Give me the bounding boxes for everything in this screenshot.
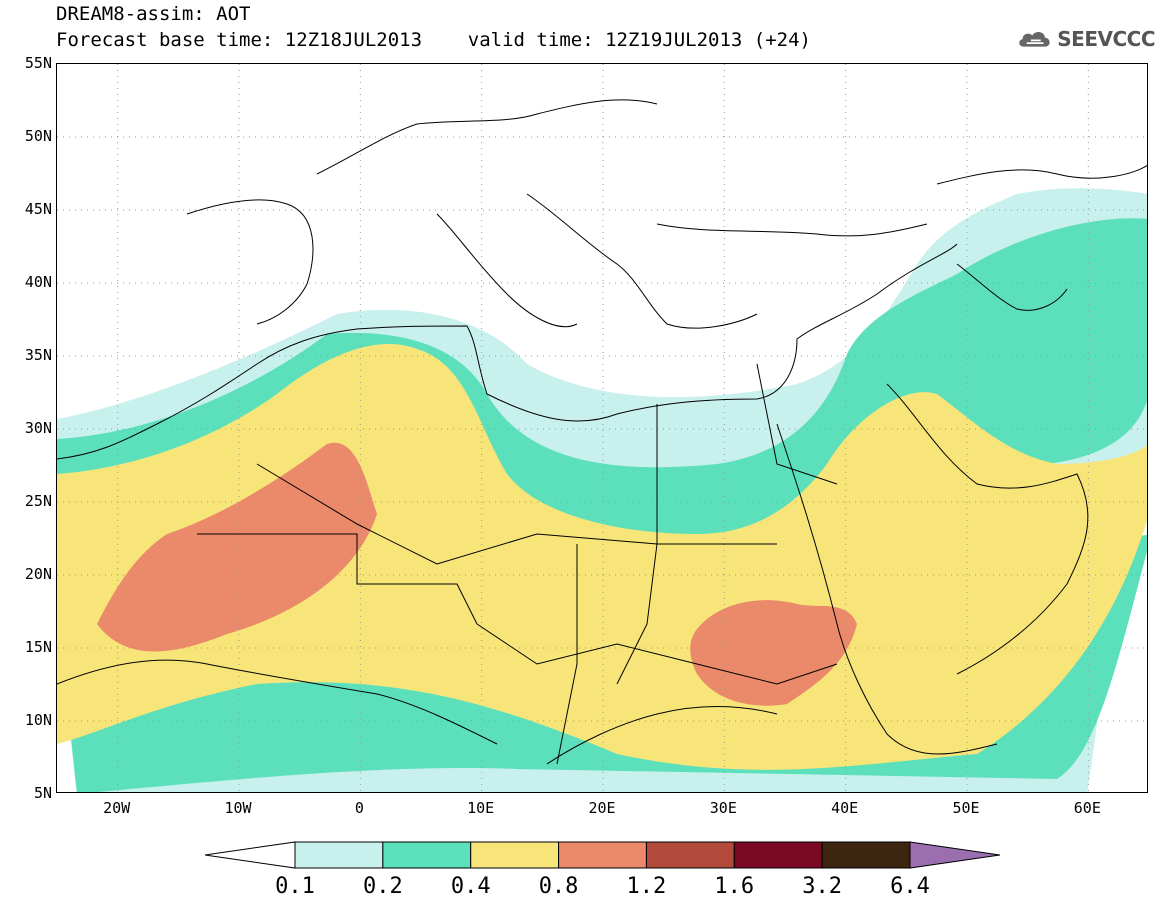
- lat-tick-label: 30N: [24, 419, 52, 437]
- map-panel: [56, 63, 1148, 793]
- legend-level-label: 1.6: [714, 874, 755, 899]
- lat-tick-label: 15N: [24, 638, 52, 656]
- lat-tick-label: 45N: [24, 200, 52, 218]
- legend-swatch: [733, 841, 823, 869]
- lat-tick-label: 10N: [24, 711, 52, 729]
- lon-tick-label: 20E: [588, 799, 616, 817]
- title-line-2: Forecast base time: 12Z18JUL2013 valid t…: [56, 29, 811, 51]
- lat-tick-label: 20N: [24, 565, 52, 583]
- legend-level-label: 1.2: [626, 874, 667, 899]
- lon-tick-label: 60E: [1073, 799, 1101, 817]
- aot-map: [57, 64, 1147, 792]
- logo-text: SEEVCCC: [1057, 27, 1155, 51]
- legend-level-label: 0.8: [538, 874, 579, 899]
- lat-tick-label: 25N: [24, 492, 52, 510]
- aot-fill-0.8-1.2: [97, 442, 857, 706]
- title-line-1: DREAM8-assim: AOT: [56, 3, 251, 25]
- lon-tick-label: 0: [354, 799, 364, 817]
- lon-tick-label: 40E: [831, 799, 859, 817]
- lon-tick-label: 30E: [709, 799, 737, 817]
- legend-level-label: 0.1: [275, 874, 315, 899]
- lon-tick-label: 20W: [103, 799, 131, 817]
- seevccc-logo: SEEVCCC: [1017, 21, 1155, 57]
- legend-level-label: 0.4: [450, 874, 491, 899]
- legend-swatch: [821, 841, 911, 869]
- legend-level-label: 3.2: [802, 874, 843, 899]
- lat-tick-label: 50N: [24, 127, 52, 145]
- coastlines: [57, 99, 1147, 765]
- legend-swatch: [294, 841, 384, 869]
- legend-level-label: 6.4: [890, 874, 930, 899]
- lat-tick-label: 40N: [24, 273, 52, 291]
- legend-swatch: [558, 841, 647, 869]
- legend-arrow-low: [205, 841, 296, 869]
- lat-tick-label: 35N: [24, 346, 52, 364]
- lon-tick-label: 10W: [224, 799, 252, 817]
- lat-tick-label: 55N: [24, 54, 52, 72]
- lat-tick-label: 5N: [33, 784, 52, 802]
- cloud-icon: [1019, 32, 1050, 47]
- legend-colorbar: [205, 841, 1000, 869]
- lon-tick-label: 50E: [952, 799, 980, 817]
- lon-tick-label: 10E: [467, 799, 495, 817]
- legend-arrow-high: [909, 841, 1000, 869]
- legend-level-label: 0.2: [362, 874, 403, 899]
- legend-swatch: [382, 841, 472, 869]
- legend-swatch: [470, 841, 560, 869]
- legend-swatch: [645, 841, 735, 869]
